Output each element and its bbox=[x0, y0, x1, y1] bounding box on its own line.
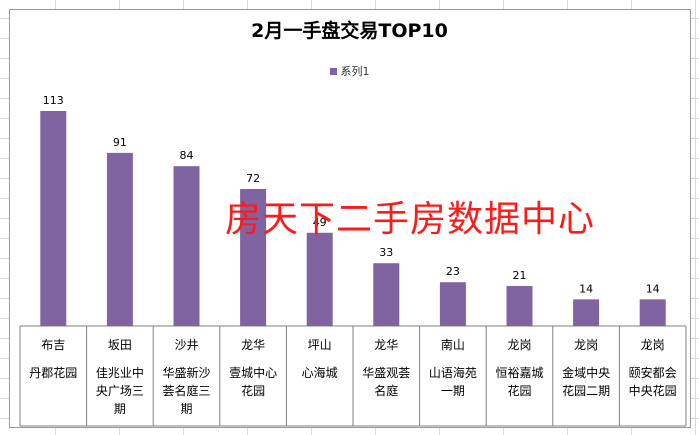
category-label-9: 龙岗金域中央花园二期 bbox=[553, 336, 620, 400]
bar-8 bbox=[506, 286, 533, 326]
bar-5 bbox=[306, 232, 333, 326]
category-name-line: 佳兆业中 bbox=[95, 366, 144, 380]
category-label-7: 南山 山语海苑 一期 bbox=[420, 336, 487, 400]
category-name-line: 颐安都会 bbox=[628, 366, 677, 380]
legend-swatch bbox=[329, 67, 337, 75]
category-district: 龙岗 bbox=[640, 338, 665, 352]
category-district: 龙华 bbox=[374, 338, 399, 352]
bar-1 bbox=[40, 111, 67, 326]
category-label-3: 沙井华盛新沙荟名庭三期 bbox=[153, 336, 220, 418]
bar-10 bbox=[639, 299, 666, 326]
category-name-line: 央广场三 bbox=[95, 384, 144, 398]
category-name-line: 一期 bbox=[440, 384, 465, 398]
category-name-line: 山语海苑 bbox=[428, 366, 477, 380]
category-name-line: 华盛新沙 bbox=[162, 366, 211, 380]
category-district: 坪山 bbox=[307, 338, 332, 352]
category-name-line: 恒裕嘉城 bbox=[495, 366, 544, 380]
data-label-10: 14 bbox=[646, 282, 660, 295]
data-label-9: 14 bbox=[579, 282, 593, 295]
category-district: 布吉 bbox=[41, 338, 66, 352]
chart-title: 2月一手盘交易TOP10 bbox=[251, 20, 448, 42]
category-name-line: 壹城中心 bbox=[229, 366, 278, 380]
category-name-line: 中央花园 bbox=[628, 384, 677, 398]
category-name-line: 期 bbox=[180, 402, 193, 416]
category-district: 龙华 bbox=[241, 338, 266, 352]
data-label-3: 84 bbox=[180, 149, 194, 162]
category-label-5: 坪山 心海城 bbox=[286, 336, 353, 382]
category-name-line: 期 bbox=[113, 402, 126, 416]
bar-2 bbox=[106, 152, 133, 326]
data-label-6: 33 bbox=[379, 246, 393, 259]
category-label-6: 龙华 华盛观荟 名庭 bbox=[353, 336, 420, 400]
data-label-8: 21 bbox=[513, 269, 527, 282]
data-label-2: 91 bbox=[113, 136, 127, 149]
data-label-7: 23 bbox=[446, 265, 460, 278]
category-label-4: 龙华 壹城中心 花园 bbox=[220, 336, 287, 400]
bar-4 bbox=[240, 189, 267, 326]
watermark: 房天下二手房数据中心 bbox=[225, 199, 596, 240]
category-name-line: 花园 bbox=[507, 384, 532, 398]
bar-9 bbox=[573, 299, 600, 326]
data-label-4: 72 bbox=[246, 172, 260, 185]
legend-label: 系列1 bbox=[340, 65, 370, 78]
category-district: 坂田 bbox=[107, 338, 132, 352]
category-name-line: 金域中央 bbox=[562, 366, 611, 380]
category-name-line: 心海城 bbox=[301, 366, 338, 380]
category-name-line: 花园 bbox=[241, 384, 266, 398]
bar-6 bbox=[373, 263, 400, 326]
data-label-1: 113 bbox=[43, 94, 64, 107]
category-name-line: 华盛观荟 bbox=[362, 366, 411, 380]
category-name-line: 丹郡花园 bbox=[29, 366, 78, 380]
category-district: 南山 bbox=[440, 338, 465, 352]
legend: 系列1 bbox=[0, 63, 699, 79]
category-label-2: 坂田佳兆业中央广场三期 bbox=[87, 336, 154, 418]
category-label-8: 龙岗 恒裕嘉城 花园 bbox=[486, 336, 553, 400]
category-name-line: 花园二期 bbox=[562, 384, 611, 398]
category-label-10: 龙岗颐安都会中央花园 bbox=[619, 336, 686, 400]
bar-7 bbox=[439, 282, 466, 326]
category-name-line: 荟名庭三 bbox=[162, 384, 211, 398]
bar-3 bbox=[173, 166, 200, 326]
category-district: 沙井 bbox=[174, 338, 199, 352]
category-district: 龙岗 bbox=[574, 338, 599, 352]
category-label-1: 布吉 丹郡花园 bbox=[20, 336, 87, 382]
category-name-line: 名庭 bbox=[374, 384, 399, 398]
category-district: 龙岗 bbox=[507, 338, 532, 352]
data-label-5: 49 bbox=[313, 216, 327, 229]
